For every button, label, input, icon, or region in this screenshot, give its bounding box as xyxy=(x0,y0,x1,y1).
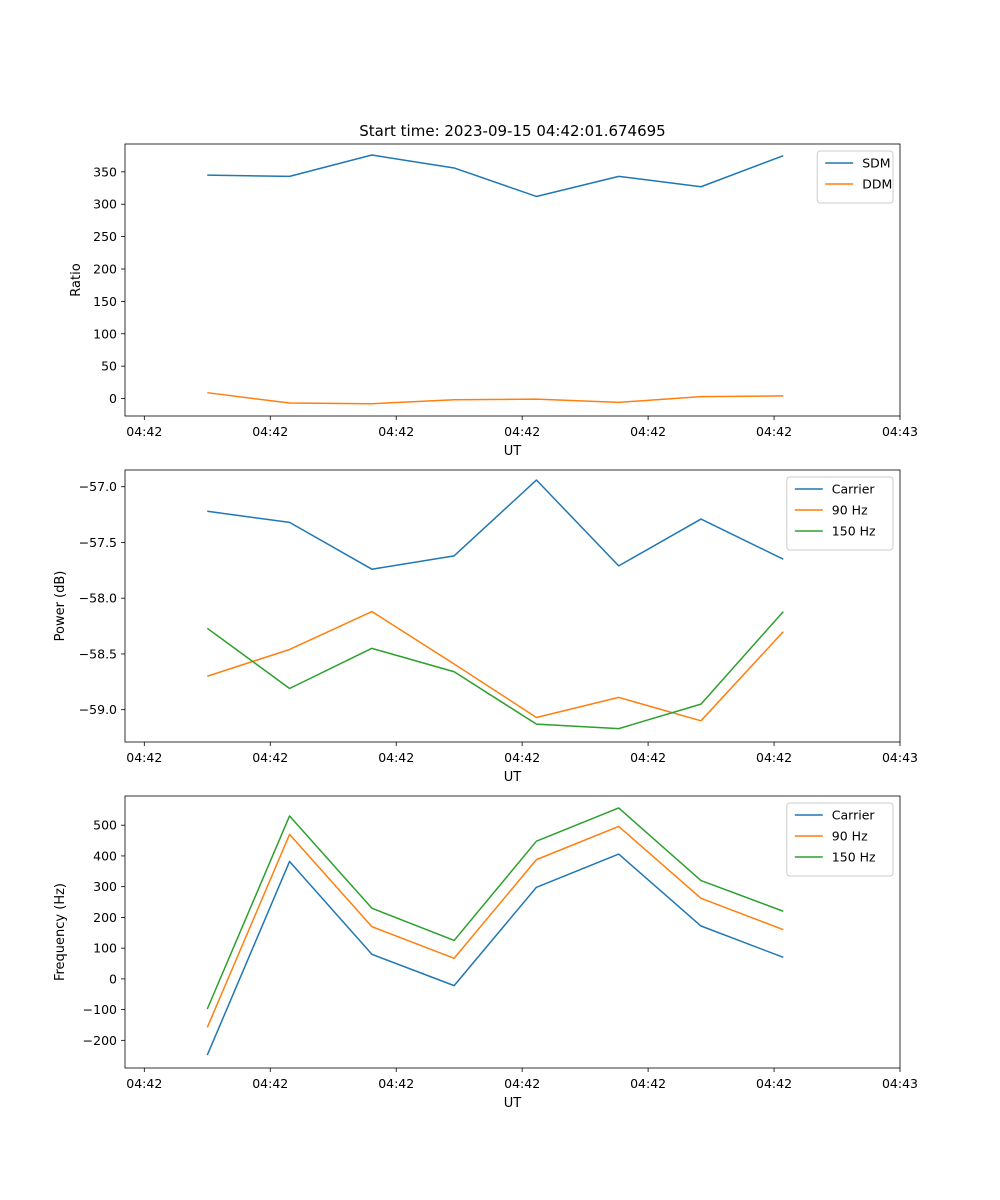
frequency-y-tick-label: −100 xyxy=(83,1002,117,1017)
figure-title: Start time: 2023-09-15 04:42:01.674695 xyxy=(359,122,665,140)
frequency-legend-label-carrier: Carrier xyxy=(832,808,876,823)
frequency-legend-label-150-hz: 150 Hz xyxy=(832,850,876,865)
frequency-y-tick-label: 400 xyxy=(93,848,117,863)
power-panel: 04:42 04:42 04:42 04:42 04:42 04:42 04:43 −57.0… xyxy=(53,469,918,785)
ratio-y-tick-label: 50 xyxy=(101,359,117,374)
ratio-x-axis-label: UT xyxy=(504,444,522,459)
frequency-legend-label-90-hz: 90 Hz xyxy=(832,829,868,844)
power-series-90-hz-line xyxy=(207,610,784,722)
frequency-y-tick-label: −200 xyxy=(83,1033,117,1048)
power-y-tick-label: −57.0 xyxy=(79,479,117,494)
ratio-axes-frame xyxy=(124,143,901,417)
power-x-tick-label: 04:43 xyxy=(882,750,918,765)
ratio-legend-label-sdm: SDM xyxy=(862,156,890,171)
frequency-series-150-hz-line xyxy=(206,807,784,1010)
power-y-tick-label: −59.0 xyxy=(79,702,117,717)
ratio-y-tick-label: 350 xyxy=(93,164,117,179)
power-series-carrier-line xyxy=(207,479,784,570)
ratio-legend xyxy=(816,150,894,204)
power-legend-label-150-hz: 150 Hz xyxy=(832,524,876,539)
power-y-tick-label: −57.5 xyxy=(79,535,117,550)
ratio-x-tick-label: 04:42 xyxy=(126,424,162,439)
power-x-tick-label: 04:42 xyxy=(756,750,792,765)
ratio-x-tick-label: 04:42 xyxy=(252,424,288,439)
frequency-x-tick-label: 04:42 xyxy=(630,1076,666,1091)
power-x-tick-label: 04:42 xyxy=(378,750,414,765)
frequency-x-tick-label: 04:43 xyxy=(882,1076,918,1091)
frequency-series-carrier-line xyxy=(206,853,784,1056)
power-x-tick-label: 04:42 xyxy=(630,750,666,765)
frequency-panel: 04:42 04:42 04:42 04:42 04:42 04:42 04:43 −200 −… xyxy=(53,795,918,1111)
frequency-axes-frame xyxy=(124,795,901,1069)
power-axes-frame xyxy=(124,469,901,743)
ratio-y-tick-label: 300 xyxy=(93,197,117,212)
ratio-legend-label-ddm: DDM xyxy=(862,177,892,192)
power-x-axis-label: UT xyxy=(504,770,522,785)
ratio-x-tick-label: 04:43 xyxy=(882,424,918,439)
frequency-y-tick-label: 300 xyxy=(93,879,117,894)
power-x-tick-label: 04:42 xyxy=(504,750,540,765)
frequency-y-axis-label: Frequency (Hz) xyxy=(53,883,68,981)
ratio-x-tick-label: 04:42 xyxy=(504,424,540,439)
ratio-x-tick-label: 04:42 xyxy=(756,424,792,439)
frequency-x-tick-label: 04:42 xyxy=(504,1076,540,1091)
ratio-y-axis-label: Ratio xyxy=(69,263,84,296)
frequency-x-tick-label: 04:42 xyxy=(126,1076,162,1091)
ratio-y-tick-label: 0 xyxy=(109,391,117,406)
ratio-panel: 04:42 04:42 04:42 04:42 04:42 04:42 04:43 0 50 10… xyxy=(69,143,918,459)
ratio-series-ddm-line xyxy=(207,391,784,405)
frequency-series-90-hz-line xyxy=(206,825,784,1028)
frequency-x-axis-label: UT xyxy=(504,1096,522,1111)
frequency-x-tick-label: 04:42 xyxy=(378,1076,414,1091)
power-x-tick-label: 04:42 xyxy=(126,750,162,765)
ratio-y-tick-label: 150 xyxy=(93,294,117,309)
frequency-y-tick-label: 200 xyxy=(93,910,117,925)
power-series-150-hz-line xyxy=(206,611,784,730)
ratio-y-tick-label: 100 xyxy=(93,326,117,341)
power-legend-label-carrier: Carrier xyxy=(832,482,876,497)
power-legend-label-90-hz: 90 Hz xyxy=(832,503,868,518)
frequency-x-tick-label: 04:42 xyxy=(756,1076,792,1091)
frequency-y-tick-label: 500 xyxy=(93,818,117,833)
power-y-tick-label: −58.0 xyxy=(79,591,117,606)
ratio-x-tick-label: 04:42 xyxy=(378,424,414,439)
frequency-y-tick-label: 0 xyxy=(109,971,117,986)
power-y-tick-label: −58.5 xyxy=(79,646,117,661)
power-x-tick-label: 04:42 xyxy=(252,750,288,765)
frequency-x-tick-label: 04:42 xyxy=(252,1076,288,1091)
ratio-x-tick-label: 04:42 xyxy=(630,424,666,439)
ratio-y-tick-label: 250 xyxy=(93,229,117,244)
ratio-series-sdm-line xyxy=(207,154,784,198)
frequency-y-tick-label: 100 xyxy=(93,941,117,956)
ratio-y-tick-label: 200 xyxy=(93,261,117,276)
power-y-axis-label: Power (dB) xyxy=(53,571,68,642)
